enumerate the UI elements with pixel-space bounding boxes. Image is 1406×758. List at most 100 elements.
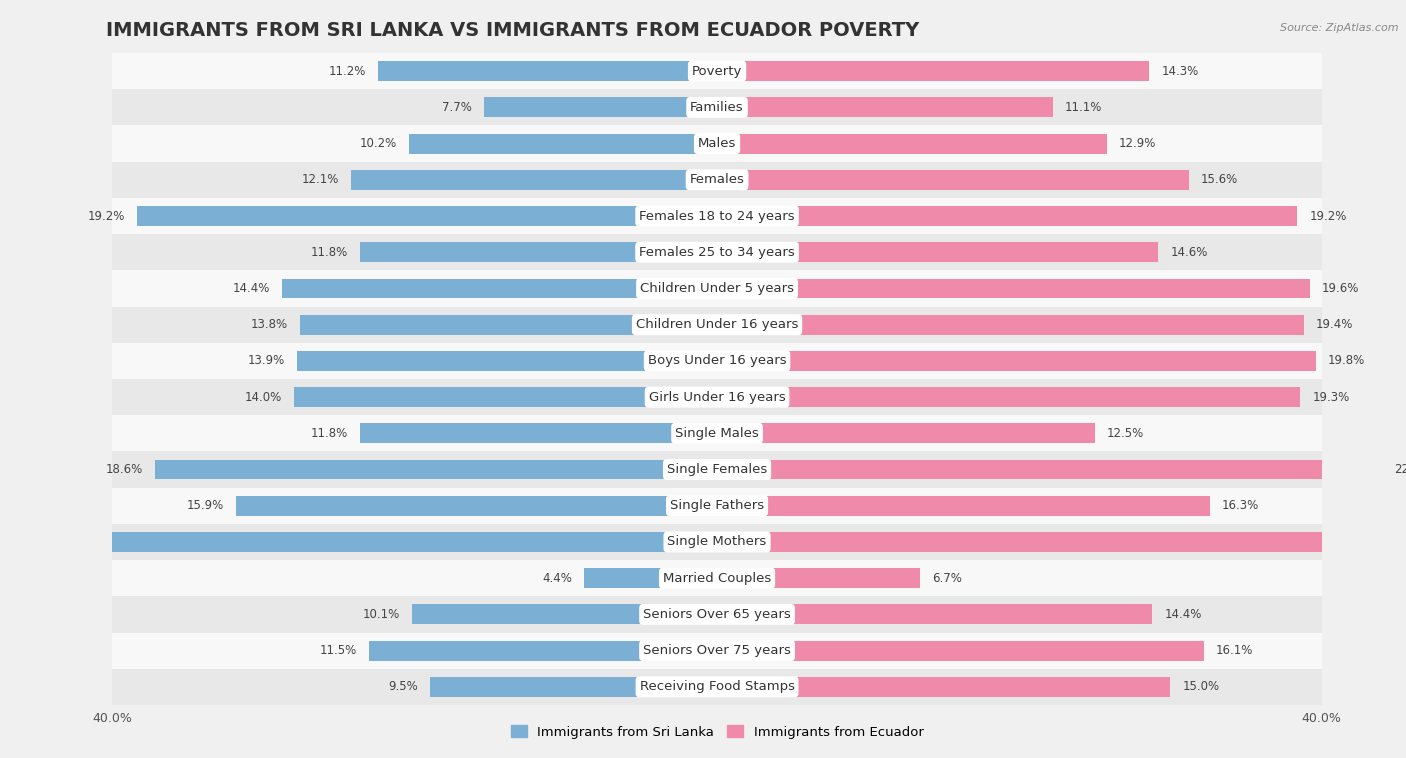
- Text: 14.4%: 14.4%: [1164, 608, 1202, 621]
- Bar: [297, 351, 717, 371]
- Bar: [430, 677, 717, 697]
- Text: 15.6%: 15.6%: [1201, 174, 1237, 186]
- Bar: [281, 278, 717, 299]
- Bar: [717, 424, 1095, 443]
- Bar: [136, 206, 717, 226]
- Text: 19.4%: 19.4%: [1316, 318, 1353, 331]
- Bar: [112, 53, 1322, 89]
- Bar: [112, 89, 1322, 126]
- Text: Single Mothers: Single Mothers: [668, 535, 766, 549]
- Bar: [717, 315, 1303, 334]
- Bar: [409, 133, 717, 154]
- Bar: [717, 568, 920, 588]
- Bar: [112, 343, 1322, 379]
- Text: 12.9%: 12.9%: [1119, 137, 1157, 150]
- Bar: [112, 452, 1322, 487]
- Bar: [717, 278, 1309, 299]
- Text: Children Under 16 years: Children Under 16 years: [636, 318, 799, 331]
- Text: Receiving Food Stamps: Receiving Food Stamps: [640, 681, 794, 694]
- Bar: [717, 351, 1316, 371]
- Text: IMMIGRANTS FROM SRI LANKA VS IMMIGRANTS FROM ECUADOR POVERTY: IMMIGRANTS FROM SRI LANKA VS IMMIGRANTS …: [107, 21, 920, 40]
- Text: 11.1%: 11.1%: [1064, 101, 1102, 114]
- Text: Seniors Over 75 years: Seniors Over 75 years: [643, 644, 792, 657]
- Text: 9.5%: 9.5%: [388, 681, 418, 694]
- Text: Males: Males: [697, 137, 737, 150]
- Bar: [112, 669, 1322, 705]
- Bar: [352, 170, 717, 190]
- Bar: [370, 641, 717, 660]
- Bar: [112, 487, 1322, 524]
- Text: 12.5%: 12.5%: [1107, 427, 1144, 440]
- Text: 10.2%: 10.2%: [360, 137, 396, 150]
- Text: 19.6%: 19.6%: [1322, 282, 1360, 295]
- Bar: [112, 379, 1322, 415]
- Text: Girls Under 16 years: Girls Under 16 years: [648, 390, 786, 403]
- Bar: [717, 243, 1159, 262]
- Bar: [717, 604, 1153, 625]
- Bar: [717, 170, 1188, 190]
- Text: 16.1%: 16.1%: [1216, 644, 1253, 657]
- Text: Single Fathers: Single Fathers: [671, 500, 763, 512]
- Text: 19.2%: 19.2%: [1309, 209, 1347, 223]
- Text: 16.3%: 16.3%: [1222, 500, 1260, 512]
- Text: Seniors Over 65 years: Seniors Over 65 years: [643, 608, 792, 621]
- Text: 13.9%: 13.9%: [247, 355, 285, 368]
- Text: 14.4%: 14.4%: [232, 282, 270, 295]
- Text: Single Females: Single Females: [666, 463, 768, 476]
- Text: 11.8%: 11.8%: [311, 246, 349, 258]
- Text: Source: ZipAtlas.com: Source: ZipAtlas.com: [1281, 23, 1399, 33]
- Bar: [112, 126, 1322, 161]
- Text: 19.2%: 19.2%: [87, 209, 125, 223]
- Text: 22.0%: 22.0%: [1395, 463, 1406, 476]
- Bar: [112, 306, 1322, 343]
- Bar: [717, 677, 1170, 697]
- Text: 14.3%: 14.3%: [1161, 64, 1199, 77]
- Bar: [299, 315, 717, 334]
- Bar: [294, 387, 717, 407]
- Legend: Immigrants from Sri Lanka, Immigrants from Ecuador: Immigrants from Sri Lanka, Immigrants fr…: [505, 720, 929, 744]
- Bar: [717, 387, 1301, 407]
- Text: Boys Under 16 years: Boys Under 16 years: [648, 355, 786, 368]
- Text: 19.8%: 19.8%: [1327, 355, 1365, 368]
- Bar: [717, 206, 1298, 226]
- Text: Families: Families: [690, 101, 744, 114]
- Text: Females 18 to 24 years: Females 18 to 24 years: [640, 209, 794, 223]
- Bar: [112, 597, 1322, 632]
- Text: Married Couples: Married Couples: [664, 572, 770, 584]
- Text: 13.8%: 13.8%: [250, 318, 288, 331]
- Text: 14.0%: 14.0%: [245, 390, 281, 403]
- Text: 6.7%: 6.7%: [932, 572, 962, 584]
- Text: 7.7%: 7.7%: [443, 101, 472, 114]
- Bar: [717, 496, 1209, 515]
- Text: 4.4%: 4.4%: [543, 572, 572, 584]
- Text: 11.2%: 11.2%: [329, 64, 367, 77]
- Bar: [717, 98, 1053, 117]
- Text: 14.6%: 14.6%: [1170, 246, 1208, 258]
- Bar: [112, 415, 1322, 452]
- Text: 11.5%: 11.5%: [321, 644, 357, 657]
- Text: 10.1%: 10.1%: [363, 608, 399, 621]
- Text: 12.1%: 12.1%: [302, 174, 339, 186]
- Bar: [112, 234, 1322, 271]
- Bar: [112, 524, 1322, 560]
- Text: Poverty: Poverty: [692, 64, 742, 77]
- Bar: [112, 632, 1322, 669]
- Bar: [717, 459, 1382, 480]
- Bar: [412, 604, 717, 625]
- Text: 15.9%: 15.9%: [187, 500, 225, 512]
- Bar: [583, 568, 717, 588]
- Bar: [717, 133, 1107, 154]
- Bar: [112, 271, 1322, 306]
- Text: Females: Females: [689, 174, 745, 186]
- Bar: [112, 560, 1322, 597]
- Bar: [155, 459, 717, 480]
- Text: Children Under 5 years: Children Under 5 years: [640, 282, 794, 295]
- Text: Single Males: Single Males: [675, 427, 759, 440]
- Bar: [236, 496, 717, 515]
- Bar: [717, 532, 1406, 552]
- Text: 19.3%: 19.3%: [1313, 390, 1350, 403]
- Bar: [717, 61, 1149, 81]
- Bar: [0, 532, 717, 552]
- Text: Females 25 to 34 years: Females 25 to 34 years: [640, 246, 794, 258]
- Text: 11.8%: 11.8%: [311, 427, 349, 440]
